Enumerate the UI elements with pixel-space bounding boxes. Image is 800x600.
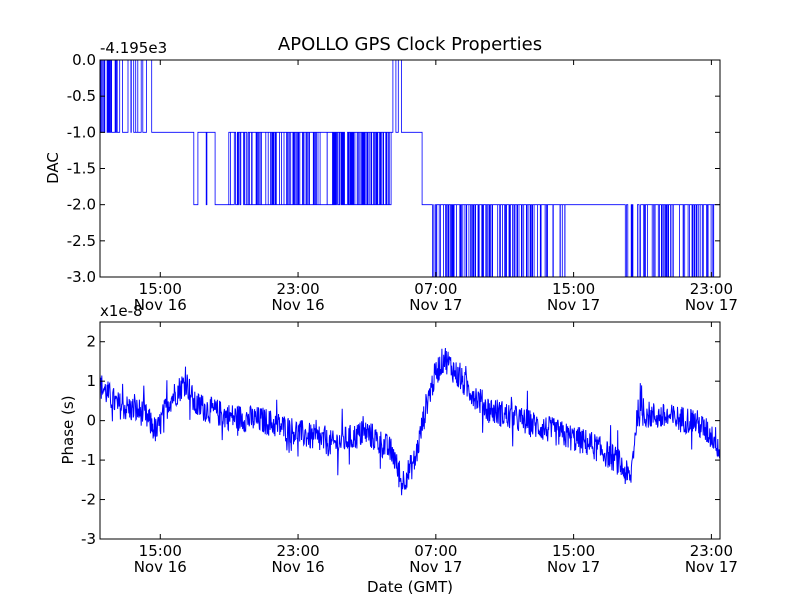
top-x-tick-time: 15:00 [552,280,595,298]
bottom-y-tick-label: 2 [86,333,96,351]
bottom-y-tick-label: -3 [81,530,96,548]
bottom-x-tick-date: Nov 16 [134,558,187,576]
bottom-y-tick-label: -2 [81,491,96,509]
bottom-x-tick-date: Nov 17 [685,558,738,576]
bottom-x-tick-time: 15:00 [552,542,595,560]
bottom-x-tick-time: 07:00 [414,542,457,560]
top-y-axis-label: DAC [44,152,62,184]
bottom-offset-label: x1e-8 [100,302,143,320]
bottom-y-tick-label: -1 [81,451,96,469]
top-x-tick-date: Nov 17 [409,296,462,314]
bottom-x-tick-date: Nov 16 [271,558,324,576]
top-x-tick-time: 15:00 [139,280,182,298]
top-x-tick-date: Nov 17 [685,296,738,314]
top-x-tick-time: 23:00 [276,280,319,298]
x-axis-label: Date (GMT) [367,578,453,596]
bottom-x-tick-date: Nov 17 [409,558,462,576]
top-series-line [100,60,720,277]
bottom-y-axis-label: Phase (s) [59,395,77,464]
top-x-tick-date: Nov 17 [547,296,600,314]
top-y-tick-label: -1.0 [67,123,96,141]
top-x-tick-date: Nov 16 [134,296,187,314]
bottom-y-tick-label: 1 [86,372,96,390]
bottom-x-tick-time: 23:00 [276,542,319,560]
bottom-x-tick-date: Nov 17 [547,558,600,576]
top-x-tick-date: Nov 16 [271,296,324,314]
top-y-tick-label: 0.0 [72,51,96,69]
bottom-x-tick-time: 23:00 [690,542,733,560]
top-y-tick-label: -2.0 [67,196,96,214]
bottom-x-tick-time: 15:00 [139,542,182,560]
top-y-tick-label: -1.5 [67,160,96,178]
top-y-tick-label: -3.0 [67,268,96,286]
top-x-tick-time: 23:00 [690,280,733,298]
bottom-series-line [100,347,720,496]
top-offset-label: -4.195e3 [100,39,167,57]
top-y-tick-label: -2.5 [67,232,96,250]
bottom-axes-frame [99,321,721,540]
bottom-y-tick-label: 0 [86,412,96,430]
top-x-tick-time: 07:00 [414,280,457,298]
chart-title: APOLLO GPS Clock Properties [278,34,542,55]
top-y-tick-label: -0.5 [67,87,96,105]
